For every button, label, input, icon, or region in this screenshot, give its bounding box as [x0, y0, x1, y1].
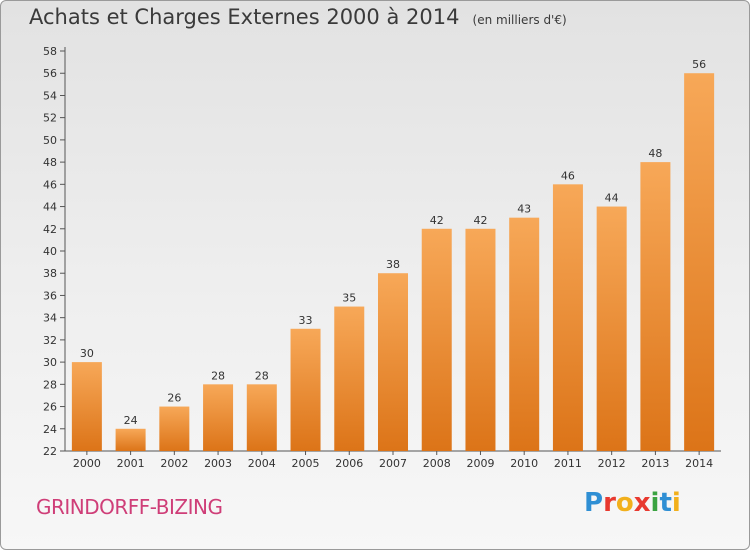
chart-title: Achats et Charges Externes 2000 à 2014 — [29, 5, 460, 29]
x-tick-label: 2006 — [335, 457, 363, 470]
y-tick-label: 28 — [43, 378, 57, 391]
y-tick-label: 48 — [43, 156, 57, 169]
bar — [509, 217, 540, 451]
logo-letter: P — [584, 488, 604, 518]
logo-letter: i — [650, 488, 660, 518]
bar — [115, 428, 146, 451]
x-tick-label: 2011 — [554, 457, 582, 470]
x-tick-label: 2005 — [292, 457, 320, 470]
y-tick-label: 56 — [43, 67, 57, 80]
y-tick-label: 52 — [43, 112, 57, 125]
y-tick-label: 50 — [43, 134, 57, 147]
x-tick-label: 2010 — [510, 457, 538, 470]
logo-letter: x — [633, 488, 651, 518]
x-tick-label: 2009 — [466, 457, 494, 470]
bar-value-label: 44 — [605, 192, 619, 205]
y-tick-label: 30 — [43, 356, 57, 369]
x-tick-label: 2000 — [73, 457, 101, 470]
bar — [246, 384, 277, 451]
bar — [378, 273, 408, 451]
bar — [421, 228, 452, 451]
x-tick-label: 2013 — [641, 457, 669, 470]
bar — [465, 228, 496, 451]
bar-value-label: 33 — [299, 314, 313, 327]
y-tick-label: 36 — [43, 289, 57, 302]
bar-value-label: 46 — [561, 169, 575, 182]
y-tick-label: 22 — [43, 445, 57, 458]
y-tick-label: 24 — [43, 423, 57, 436]
y-tick-label: 32 — [43, 334, 57, 347]
bar-value-label: 42 — [473, 214, 487, 227]
x-tick-label: 2014 — [685, 457, 713, 470]
bar-value-label: 42 — [430, 214, 444, 227]
y-tick-label: 26 — [43, 401, 57, 414]
bar — [159, 406, 190, 451]
bar-value-label: 35 — [342, 292, 356, 305]
bar-value-label: 56 — [692, 58, 706, 71]
bar — [290, 328, 321, 451]
y-tick-label: 34 — [43, 312, 57, 325]
logo-letter: o — [615, 488, 634, 518]
bar — [552, 184, 583, 452]
logo-letter: r — [603, 488, 616, 518]
x-tick-label: 2002 — [160, 457, 188, 470]
bar-value-label: 28 — [255, 369, 269, 382]
y-tick-label: 58 — [43, 45, 57, 58]
bar — [203, 384, 234, 451]
bar-value-label: 26 — [167, 392, 181, 405]
bar — [684, 73, 715, 451]
bar — [71, 362, 102, 451]
bar — [334, 306, 365, 451]
y-tick-label: 40 — [43, 245, 57, 258]
x-tick-label: 2008 — [423, 457, 451, 470]
y-tick-label: 44 — [43, 201, 57, 214]
bar-value-label: 28 — [211, 369, 225, 382]
bar-value-label: 30 — [80, 347, 94, 360]
bar-value-label: 43 — [517, 203, 531, 216]
x-tick-label: 2003 — [204, 457, 232, 470]
bar-value-label: 38 — [386, 258, 400, 271]
proxiti-logo: Proxiti — [584, 488, 681, 518]
x-tick-label: 2001 — [117, 457, 145, 470]
bar — [640, 162, 671, 451]
chart-unit-note: (en milliers d'€) — [472, 13, 567, 27]
y-tick-label: 54 — [43, 89, 57, 102]
logo-letter: i — [671, 488, 681, 518]
y-tick-label: 46 — [43, 178, 57, 191]
logo-letter: t — [659, 488, 672, 518]
x-tick-label: 2012 — [598, 457, 626, 470]
y-tick-label: 38 — [43, 267, 57, 280]
y-tick-label: 42 — [43, 223, 57, 236]
x-tick-label: 2004 — [248, 457, 276, 470]
bar — [596, 206, 627, 451]
bar-value-label: 24 — [124, 414, 138, 427]
x-tick-label: 2007 — [379, 457, 407, 470]
commune-name: GRINDORFF-BIZING — [36, 495, 223, 519]
chart-title-block: Achats et Charges Externes 2000 à 2014 (… — [29, 5, 567, 29]
bar-value-label: 48 — [648, 147, 662, 160]
